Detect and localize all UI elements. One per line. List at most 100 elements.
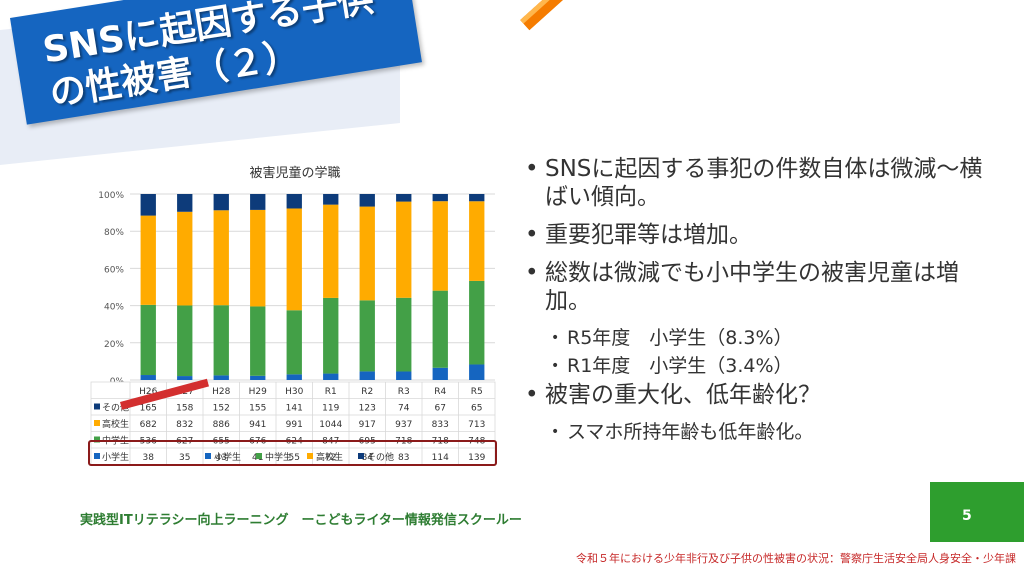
- bar-segment: [177, 376, 193, 380]
- table-cell-value: 155: [249, 404, 266, 414]
- bullet-text: 総数は微減でも小中学生の被害児童は増加。: [545, 260, 959, 314]
- x-tick-label: H30: [285, 387, 303, 397]
- table-cell-value: 941: [249, 420, 266, 430]
- chart: 被害児童の学職 0%20%40%60%80%100%H26H27H28H29H3…: [85, 160, 505, 470]
- table-cell-value: 35: [179, 453, 190, 463]
- bullet-item: • スマホ所持年齢も低年齢化。: [525, 419, 995, 445]
- legend-label: その他: [367, 451, 394, 463]
- x-tick-label: R1: [325, 387, 337, 397]
- bar-segment: [469, 280, 485, 365]
- y-tick-label: 60%: [104, 265, 124, 275]
- bar-segment: [323, 373, 339, 380]
- bar-segment: [432, 290, 448, 368]
- chart-svg: 0%20%40%60%80%100%H26H27H28H29H30R1R2R3R…: [90, 191, 496, 465]
- x-tick-label: H28: [212, 387, 230, 397]
- footer-text: 実践型ITリテラシー向上ラーニング ーこどもライター情報発信スクールー: [80, 513, 522, 528]
- bullet-dot-icon: •: [551, 330, 560, 346]
- bar-segment: [432, 367, 448, 380]
- table-cell-value: 119: [322, 404, 339, 414]
- table-cell-value: 713: [468, 420, 485, 430]
- bar-segment: [359, 371, 375, 380]
- bullet-item: • SNSに起因する事犯の件数自体は微減～横ばい傾向。: [525, 155, 995, 211]
- y-tick-label: 40%: [104, 303, 124, 313]
- table-cell-value: 65: [471, 404, 482, 414]
- bar-segment: [359, 206, 375, 301]
- bullet-dot-icon: •: [525, 260, 539, 286]
- bar-segment: [177, 305, 193, 377]
- bar-segment: [140, 375, 156, 380]
- bullet-dot-icon: •: [525, 382, 539, 408]
- table-row-label: 高校生: [102, 418, 129, 430]
- bar-segment: [286, 374, 302, 380]
- bar-segment: [213, 210, 229, 306]
- table-cell-value: 67: [435, 404, 446, 414]
- legend-key: [94, 453, 100, 459]
- legend-label: 高校生: [316, 451, 343, 463]
- table-cell-value: 833: [432, 420, 449, 430]
- pencil-icon: [520, 0, 593, 31]
- table-cell-value: 38: [143, 453, 155, 463]
- bar-segment: [213, 194, 229, 211]
- bullet-text: 被害の重大化、低年齢化？: [545, 382, 821, 408]
- table-cell-value: 55: [289, 453, 300, 463]
- bar-segment: [432, 194, 448, 202]
- table-row-label: 小学生: [102, 451, 129, 463]
- bar-segment: [396, 194, 412, 202]
- y-tick-label: 20%: [104, 340, 124, 350]
- bar-segment: [286, 208, 302, 311]
- bar-segment: [140, 304, 156, 376]
- bar-segment: [469, 201, 485, 281]
- bar-segment: [177, 194, 193, 212]
- table-cell-value: 1044: [319, 420, 342, 430]
- bar-segment: [140, 215, 156, 305]
- bullet-text: スマホ所持年齢も低年齢化。: [567, 421, 814, 443]
- legend-key: [94, 436, 100, 443]
- bar-segment: [469, 194, 485, 202]
- table-cell-value: 832: [176, 420, 193, 430]
- bullet-text: R5年度 小学生（8.3%）: [567, 327, 793, 349]
- table-cell-value: 937: [395, 420, 412, 430]
- bar-segment: [469, 364, 485, 380]
- bar-segment: [396, 371, 412, 380]
- chart-title: 被害児童の学職: [249, 166, 341, 181]
- bullet-text: R1年度 小学生（3.4%）: [567, 355, 793, 377]
- table-cell-value: 83: [398, 453, 409, 463]
- bullet-dot-icon: •: [525, 222, 539, 248]
- table-cell-value: 43: [216, 453, 227, 463]
- page-number-tab: [930, 482, 1024, 542]
- bullet-item: • 総数は微減でも小中学生の被害児童は増加。: [525, 259, 995, 315]
- bar-segment: [250, 375, 266, 380]
- y-tick-label: 80%: [104, 228, 124, 238]
- table-cell-value: 165: [140, 404, 157, 414]
- bar-segment: [323, 194, 339, 205]
- bar-segment: [396, 201, 412, 298]
- table-cell-value: 84: [362, 453, 374, 463]
- x-tick-label: R4: [434, 387, 446, 397]
- bar-segment: [213, 305, 229, 376]
- bar-segment: [140, 194, 156, 216]
- table-cell-value: 682: [140, 420, 157, 430]
- bar-segment: [286, 194, 302, 209]
- x-tick-label: R5: [471, 387, 483, 397]
- table-cell-value: 114: [432, 453, 449, 463]
- y-tick-label: 100%: [98, 191, 124, 201]
- bullet-text: 重要犯罪等は増加。: [545, 222, 752, 248]
- bar-segment: [359, 300, 375, 372]
- legend-swatch: [205, 453, 211, 459]
- legend-label: 中学生: [265, 451, 292, 463]
- legend-key: [94, 403, 100, 410]
- bar-segment: [250, 306, 266, 376]
- x-tick-label: H26: [139, 387, 157, 397]
- bar-segment: [359, 194, 375, 207]
- legend-label: 小学生: [214, 451, 241, 463]
- x-tick-label: H29: [249, 387, 267, 397]
- bar-segment: [323, 204, 339, 298]
- x-tick-label: R2: [361, 387, 373, 397]
- bullet-item: • 重要犯罪等は増加。: [525, 221, 995, 249]
- bar-segment: [396, 297, 412, 372]
- bullet-item: • 被害の重大化、低年齢化？: [525, 381, 995, 409]
- bar-segment: [286, 310, 302, 375]
- bullet-item: • R5年度 小学生（8.3%）: [525, 325, 995, 351]
- x-tick-label: R3: [398, 387, 410, 397]
- bar-segment: [213, 375, 229, 380]
